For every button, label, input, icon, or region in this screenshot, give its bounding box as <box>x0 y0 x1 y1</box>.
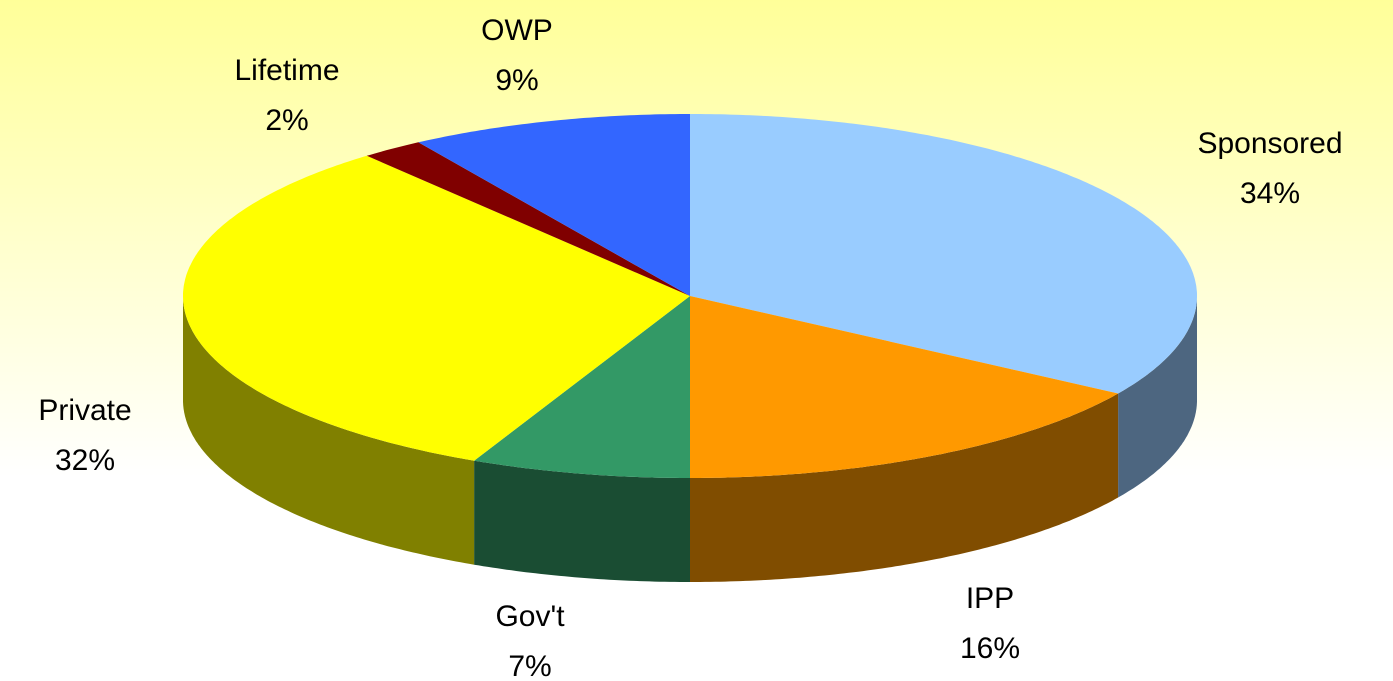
slice <box>418 114 690 296</box>
slice-value-label: 2% <box>265 104 308 137</box>
slice <box>183 155 690 461</box>
slice-value-label: 9% <box>495 64 538 97</box>
slice-label: IPP <box>966 582 1014 615</box>
slice-label: Sponsored <box>1197 127 1342 160</box>
slice <box>366 142 690 296</box>
slice-value-label: 16% <box>960 632 1020 665</box>
slice-value-label: 7% <box>508 650 551 681</box>
slice-side <box>690 393 1119 582</box>
slice-label: OWP <box>481 14 553 47</box>
slice-side <box>474 460 690 582</box>
slice <box>690 296 1119 478</box>
slice-side <box>183 296 475 565</box>
slice <box>474 296 690 478</box>
slice-label: Gov't <box>495 600 565 633</box>
slice <box>690 114 1197 394</box>
slice-value-label: 34% <box>1240 177 1300 210</box>
slice-label: Private <box>38 394 131 427</box>
slice-label: Lifetime <box>234 54 339 87</box>
slice-side <box>1118 296 1197 498</box>
slice-value-label: 32% <box>55 444 115 477</box>
